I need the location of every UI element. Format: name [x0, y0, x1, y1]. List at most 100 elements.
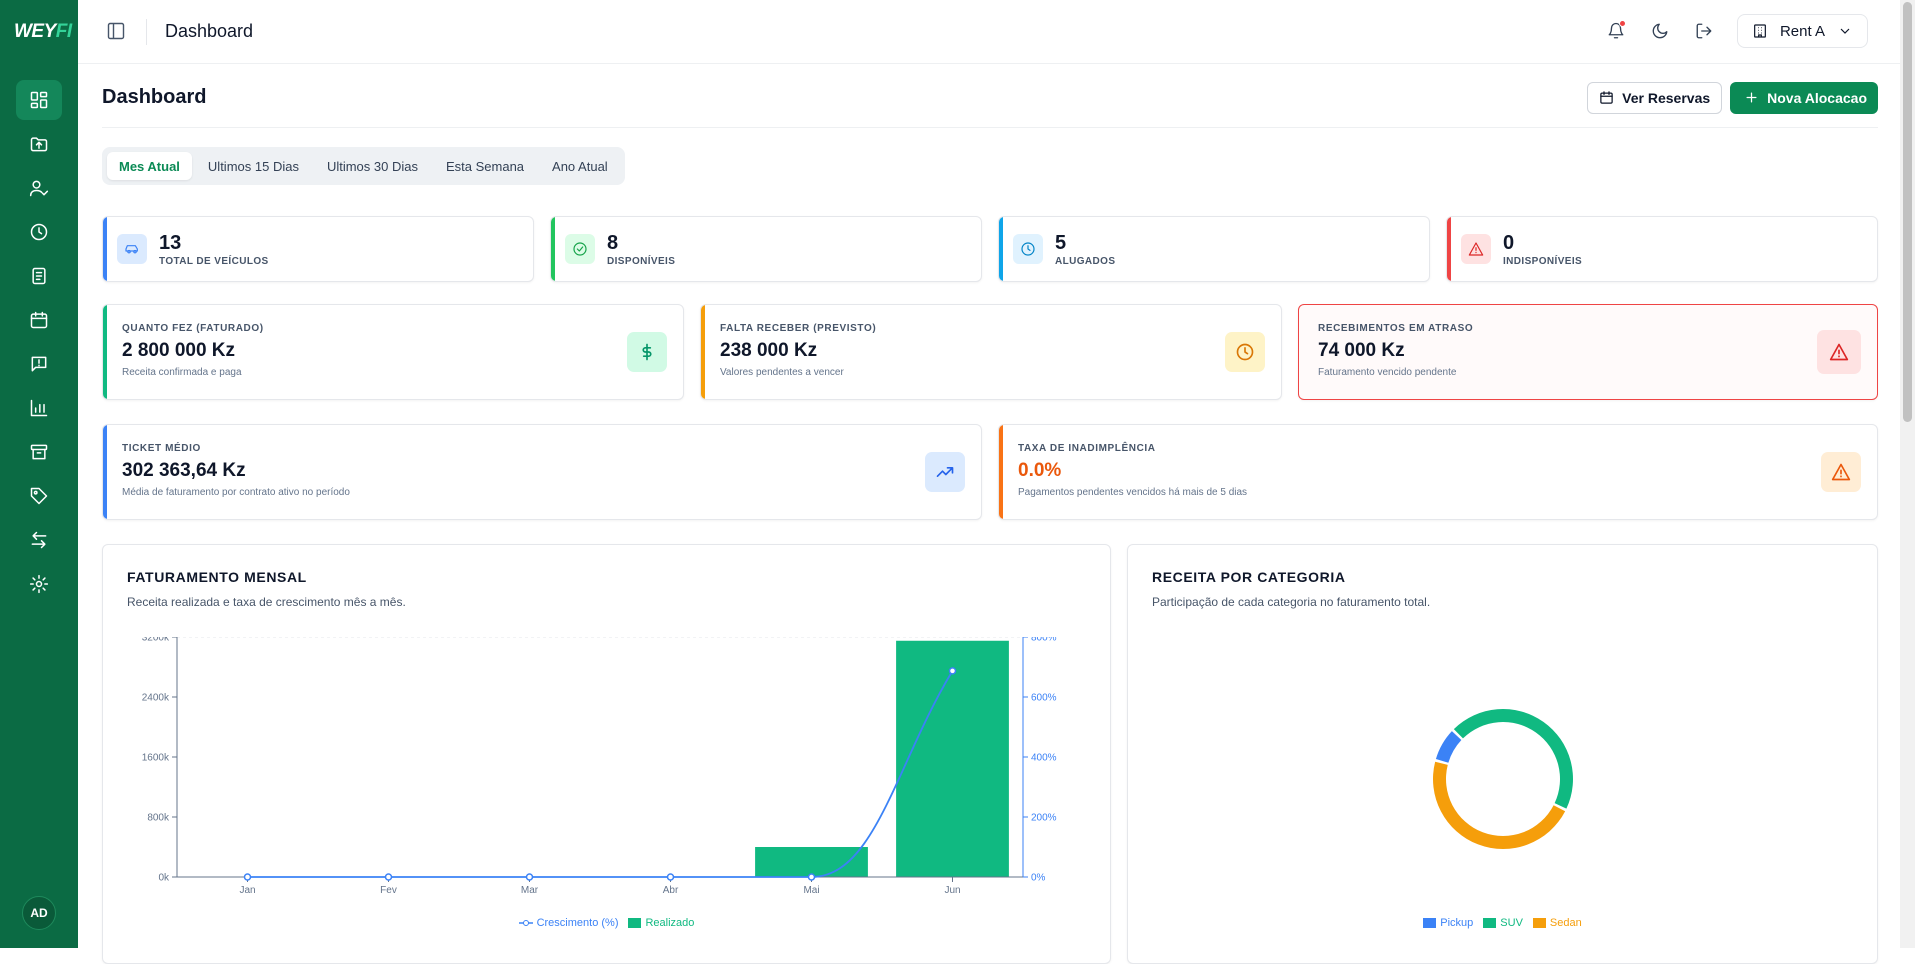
- stats-row: 13 TOTAL DE VEÍCULOS 8 DISPONÍVEIS 5 ALUGAD…: [102, 216, 1878, 282]
- theme-toggle-button[interactable]: [1649, 20, 1671, 42]
- sidebar-item-users[interactable]: [16, 168, 62, 208]
- category-revenue-chart-card: RECEITA POR CATEGORIA Participação de ca…: [1127, 544, 1878, 964]
- sidebar-item-archive[interactable]: [16, 432, 62, 472]
- alert-triangle-icon: [1461, 234, 1491, 264]
- monthly-revenue-chart-card: FATURAMENTO MENSAL Receita realizada e t…: [102, 544, 1111, 964]
- stat-value: 0: [1503, 231, 1515, 254]
- folder-upload-icon: [30, 137, 48, 152]
- tenant-name: Rent A: [1779, 22, 1825, 40]
- legend-item-growth[interactable]: Crescimento (%): [518, 917, 618, 929]
- card-value: 238 000 Kz: [720, 340, 818, 361]
- page-header: Dashboard Ver Reservas Nova Alocacao: [102, 64, 1878, 128]
- sidebar-toggle-button[interactable]: [106, 21, 128, 43]
- document-icon: [32, 267, 46, 285]
- chart-title: RECEITA POR CATEGORIA: [1152, 569, 1346, 585]
- legend-item-pickup[interactable]: Pickup: [1423, 917, 1473, 929]
- calendar-icon: [30, 311, 48, 329]
- y-tick-label: 0k: [158, 873, 170, 884]
- bell-icon: [1608, 22, 1624, 39]
- card-subtitle: Receita confirmada e paga: [122, 367, 242, 378]
- main-content: Dashboard Ver Reservas Nova Alocacao Mes…: [102, 64, 1878, 964]
- x-tick-label: Mai: [803, 885, 819, 896]
- tab-ultimos-30-dias[interactable]: Ultimos 30 Dias: [326, 158, 418, 174]
- stat-card-indisponiveis[interactable]: 0 INDISPONÍVEIS: [1446, 216, 1878, 282]
- card-title: TICKET MÉDIO: [122, 443, 201, 454]
- bar-mai[interactable]: [755, 847, 868, 877]
- card-value: 2 800 000 Kz: [122, 340, 236, 361]
- message-alert-icon: [31, 356, 47, 372]
- y-tick-label: 3200k: [142, 637, 170, 644]
- bar-jun[interactable]: [896, 640, 1009, 877]
- sidebar-item-transfers[interactable]: [16, 520, 62, 560]
- card-subtitle: Pagamentos pendentes vencidos há mais de…: [1018, 487, 1248, 498]
- card-subtitle: Média de faturamento por contrato ativo …: [122, 487, 350, 498]
- slice-suv[interactable]: [1453, 709, 1573, 809]
- sidebar-item-alerts[interactable]: [16, 344, 62, 384]
- card-value: 74 000 Kz: [1318, 340, 1405, 361]
- sidebar-item-settings[interactable]: [16, 564, 62, 604]
- card-subtitle: Valores pendentes a vencer: [720, 367, 844, 378]
- topbar-actions: Rent A: [1605, 14, 1868, 48]
- finance-row: QUANTO FEZ (FATURADO) 2 800 000 Kz Recei…: [102, 304, 1878, 400]
- x-tick-label: Jan: [239, 885, 255, 896]
- notifications-button[interactable]: [1605, 20, 1627, 42]
- stat-card-disponiveis[interactable]: 8 DISPONÍVEIS: [550, 216, 982, 282]
- stat-label: DISPONÍVEIS: [607, 255, 676, 267]
- tab-ano-atual[interactable]: Ano Atual: [552, 158, 608, 174]
- stat-label: INDISPONÍVEIS: [1503, 255, 1583, 267]
- growth-point-jun[interactable]: [948, 667, 957, 675]
- growth-point-abr[interactable]: [666, 873, 675, 881]
- page-scrollbar[interactable]: [1900, 0, 1915, 948]
- notification-dot: [1618, 20, 1626, 27]
- stat-card-alugados[interactable]: 5 ALUGADOS: [998, 216, 1430, 282]
- arrows-icon: [31, 531, 47, 549]
- tenant-selector[interactable]: Rent A: [1736, 14, 1868, 48]
- growth-point-mar[interactable]: [525, 873, 534, 881]
- sidebar-nav: [16, 80, 62, 608]
- alert-triangle-icon: [1817, 330, 1861, 374]
- sidebar-item-upload[interactable]: [16, 124, 62, 164]
- sidebar-item-reports[interactable]: [16, 388, 62, 428]
- logout-button[interactable]: [1693, 20, 1715, 42]
- card-value: 0.0%: [1018, 460, 1062, 481]
- gear-icon: [29, 574, 49, 594]
- tab-esta-semana[interactable]: Esta Semana: [445, 158, 525, 174]
- ticket-medio-card: TICKET MÉDIO 302 363,64 Kz Média de fatu…: [102, 424, 982, 520]
- sidebar-item-calendar[interactable]: [16, 300, 62, 340]
- y2-tick-label: 800%: [1031, 637, 1057, 644]
- tab-ultimos-15-dias[interactable]: Ultimos 15 Dias: [207, 158, 299, 174]
- sidebar-item-history[interactable]: [16, 212, 62, 252]
- app-logo[interactable]: WEY FI: [14, 21, 72, 42]
- car-icon: [117, 234, 147, 264]
- header-actions: Ver Reservas Nova Alocacao: [1587, 81, 1878, 114]
- y2-tick-label: 0%: [1031, 873, 1046, 884]
- plus-icon: [1746, 92, 1757, 103]
- sidebar: WEY FI AD: [0, 0, 78, 948]
- sidebar-item-documents[interactable]: [16, 256, 62, 296]
- legend-item-realizado[interactable]: Realizado: [628, 917, 694, 929]
- panel-left-icon: [107, 22, 125, 39]
- stat-value: 13: [159, 231, 182, 254]
- card-title: RECEBIMENTOS EM ATRASO: [1318, 323, 1474, 334]
- growth-point-fev[interactable]: [384, 873, 393, 881]
- scrollbar-thumb[interactable]: [1903, 2, 1912, 422]
- tab-mes-atual[interactable]: Mes Atual: [107, 152, 192, 180]
- card-title: TAXA DE INADIMPLÊNCIA: [1018, 443, 1156, 454]
- slice-sedan[interactable]: [1433, 761, 1566, 849]
- growth-point-jan[interactable]: [243, 873, 252, 881]
- sidebar-item-tags[interactable]: [16, 476, 62, 516]
- avatar[interactable]: AD: [22, 896, 56, 930]
- y2-tick-label: 200%: [1031, 813, 1057, 824]
- growth-point-mai[interactable]: [807, 873, 816, 881]
- legend-item-suv[interactable]: SUV: [1483, 917, 1523, 929]
- stat-card-total[interactable]: 13 TOTAL DE VEÍCULOS: [102, 216, 534, 282]
- card-value: 302 363,64 Kz: [122, 460, 246, 481]
- sidebar-item-dashboard[interactable]: [16, 80, 62, 120]
- legend-item-sedan[interactable]: Sedan: [1532, 917, 1582, 929]
- slice-pickup[interactable]: [1435, 731, 1462, 763]
- trending-up-icon: [925, 452, 965, 492]
- growth-line: [247, 670, 954, 878]
- grid-icon: [30, 91, 48, 109]
- view-reservations-button[interactable]: Ver Reservas: [1587, 81, 1723, 114]
- new-allocation-button[interactable]: Nova Alocacao: [1730, 81, 1878, 114]
